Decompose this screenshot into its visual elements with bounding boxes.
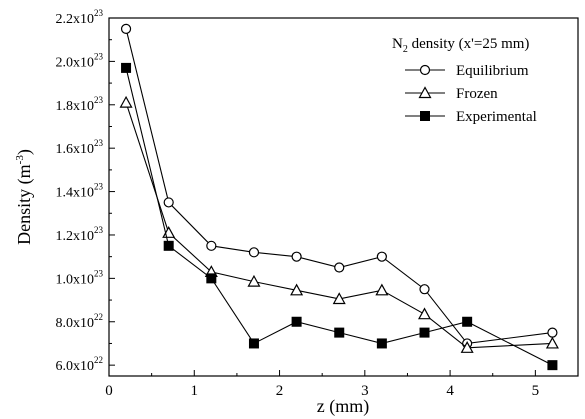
y-tick-label: 8.0x1022 bbox=[56, 312, 104, 331]
x-axis-label: z (mm) bbox=[317, 396, 369, 417]
legend-label-experimental: Experimental bbox=[456, 109, 537, 125]
y-tick-exponent: 23 bbox=[94, 8, 104, 18]
data-point-equilibrium bbox=[120, 23, 132, 34]
y-axis-ticks: 6.0x10228.0x10221.0x10231.2x10231.4x1023… bbox=[56, 8, 115, 374]
y-tick-label: 2.0x1023 bbox=[56, 51, 104, 70]
y-axis-label-close: ) bbox=[14, 149, 35, 155]
y-axis-label-main: Density (m bbox=[14, 164, 35, 245]
y-tick-mantissa: 2.0x10 bbox=[56, 55, 95, 70]
legend: N2 density (x'=25 mm) EquilibriumFrozenE… bbox=[392, 36, 537, 125]
data-point-frozen bbox=[332, 292, 346, 305]
data-point-experimental bbox=[121, 62, 132, 73]
data-point-frozen bbox=[417, 307, 432, 320]
data-point-experimental bbox=[248, 338, 259, 349]
data-point-equilibrium bbox=[291, 251, 302, 262]
series-line-equilibrium bbox=[125, 28, 553, 345]
y-tick-label: 1.6x1023 bbox=[56, 138, 104, 157]
data-point-frozen bbox=[375, 283, 389, 296]
data-point-experimental bbox=[376, 338, 387, 349]
y-tick-mantissa: 1.4x10 bbox=[56, 186, 95, 201]
data-point-experimental bbox=[163, 240, 174, 251]
x-tick-label: 2 bbox=[276, 383, 284, 399]
y-tick-mantissa: 1.8x10 bbox=[56, 99, 95, 114]
data-point-equilibrium bbox=[248, 247, 260, 258]
y-tick-exponent: 23 bbox=[94, 225, 104, 235]
y-tick-exponent: 23 bbox=[94, 95, 104, 105]
data-point-equilibrium bbox=[547, 327, 558, 338]
data-point-experimental bbox=[419, 327, 430, 338]
legend-marker-experimental bbox=[420, 111, 430, 121]
data-point-experimental bbox=[547, 360, 558, 371]
y-tick-exponent: 22 bbox=[94, 355, 103, 365]
x-tick-label: 0 bbox=[105, 383, 113, 399]
x-tick-label: 5 bbox=[532, 383, 540, 399]
y-axis-label-sup: -3 bbox=[14, 155, 26, 165]
data-point-equilibrium bbox=[206, 240, 217, 251]
y-axis-label: Density (m-3) bbox=[14, 149, 35, 245]
y-tick-label: 1.0x1023 bbox=[56, 268, 104, 287]
data-point-frozen bbox=[119, 95, 133, 108]
y-tick-mantissa: 1.6x10 bbox=[56, 142, 95, 157]
plot-frame bbox=[108, 17, 579, 377]
legend-title: N2 density (x'=25 mm) bbox=[392, 36, 529, 55]
data-point-experimental bbox=[206, 273, 217, 284]
x-tick-label: 4 bbox=[446, 383, 454, 399]
legend-title-post: density (x'=25 mm) bbox=[408, 36, 530, 52]
y-tick-mantissa: 2.2x10 bbox=[56, 12, 95, 27]
y-tick-exponent: 22 bbox=[94, 312, 103, 322]
y-tick-label: 2.2x1023 bbox=[56, 8, 104, 27]
legend-marker-frozen bbox=[418, 86, 432, 99]
y-tick-exponent: 23 bbox=[94, 268, 104, 278]
data-point-experimental bbox=[291, 316, 302, 327]
series-layer bbox=[119, 23, 559, 371]
legend-label-frozen: Frozen bbox=[456, 86, 498, 102]
data-point-equilibrium bbox=[163, 197, 174, 208]
y-tick-label: 1.2x1023 bbox=[56, 225, 104, 244]
legend-title-sub: 2 bbox=[403, 44, 408, 55]
legend-marker-equilibrium bbox=[419, 64, 431, 76]
series-line-frozen bbox=[125, 102, 553, 349]
x-tick-label: 3 bbox=[361, 383, 369, 399]
data-point-frozen bbox=[545, 336, 559, 349]
legend-title-pre: N bbox=[392, 36, 403, 52]
y-tick-label: 1.4x1023 bbox=[56, 182, 104, 201]
y-tick-exponent: 23 bbox=[94, 182, 104, 192]
y-tick-mantissa: 6.0x10 bbox=[56, 359, 95, 374]
data-point-equilibrium bbox=[334, 262, 345, 273]
y-tick-mantissa: 1.2x10 bbox=[56, 229, 95, 244]
data-point-equilibrium bbox=[419, 284, 430, 295]
y-tick-mantissa: 1.0x10 bbox=[56, 272, 95, 287]
data-point-experimental bbox=[334, 327, 345, 338]
data-point-frozen bbox=[460, 341, 474, 353]
legend-label-equilibrium: Equilibrium bbox=[456, 63, 529, 79]
data-point-equilibrium bbox=[376, 251, 387, 262]
y-tick-exponent: 23 bbox=[94, 51, 104, 61]
series-line-experimental bbox=[125, 67, 553, 366]
y-tick-exponent: 23 bbox=[94, 138, 104, 148]
x-tick-label: 1 bbox=[191, 383, 199, 399]
legend-items: Equilibrium Frozen Experimental bbox=[405, 63, 537, 125]
y-tick-label: 1.8x1023 bbox=[56, 95, 104, 114]
x-axis-ticks: 0 1 2 3 4 5 bbox=[105, 370, 539, 399]
y-tick-mantissa: 8.0x10 bbox=[56, 316, 95, 331]
data-point-frozen bbox=[247, 274, 261, 287]
y-tick-label: 6.0x1022 bbox=[56, 355, 104, 374]
data-point-frozen bbox=[290, 283, 304, 296]
data-point-experimental bbox=[462, 316, 473, 327]
